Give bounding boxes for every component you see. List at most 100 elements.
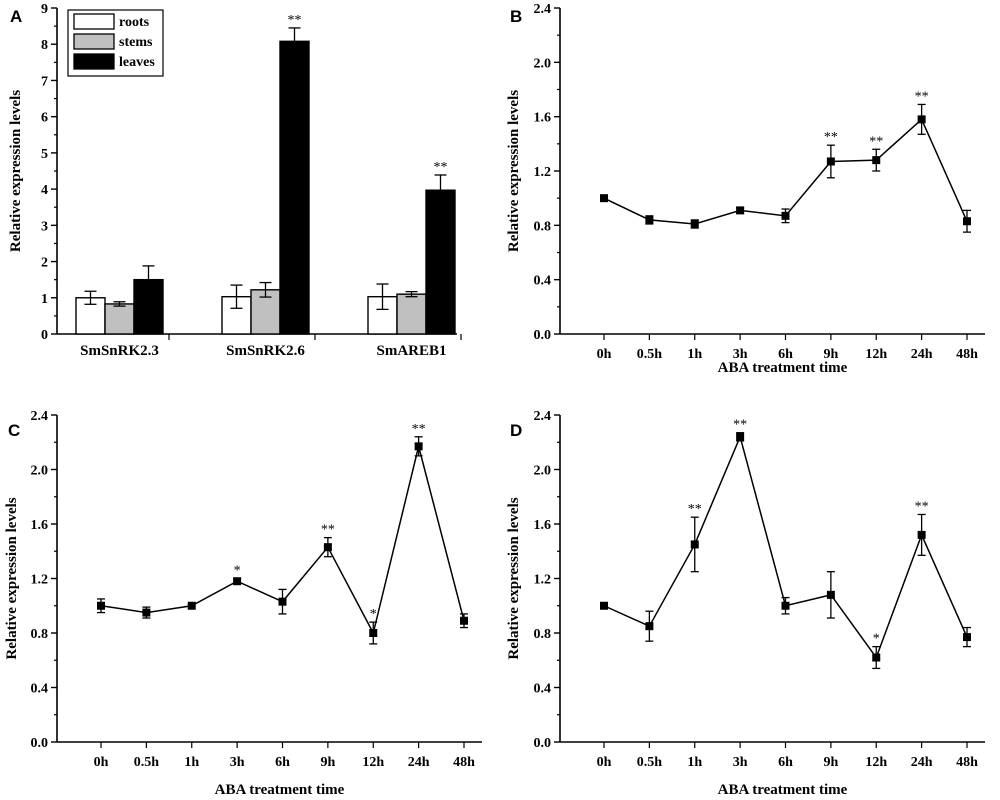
data-point	[826, 157, 835, 166]
data-point	[460, 616, 468, 625]
y-tick-label: 0.8	[534, 219, 552, 234]
x-tick-label: 12h	[362, 755, 384, 770]
x-tick-label: 6h	[778, 755, 793, 770]
y-tick-label: 1.6	[534, 111, 552, 126]
x-tick-label: 24h	[408, 755, 430, 770]
panel-d: 0.0 0.4 0.8 1.2 1.6 2.0 2.4 Relative expression…	[506, 409, 985, 798]
y-tick-label: 0.0	[534, 328, 552, 343]
y-tick-label: 2.4	[534, 2, 552, 17]
legend-label-leaves: leaves	[119, 55, 155, 70]
bar-stems	[396, 293, 427, 335]
y-tick-label: 1.2	[31, 573, 49, 588]
y-tick-label: 8	[41, 38, 48, 53]
data-point	[872, 653, 881, 662]
x-tick-label: 0.5h	[637, 755, 663, 770]
y-tick-label: 0.8	[534, 627, 552, 642]
data-point	[917, 115, 926, 124]
x-tick-label: 12h	[865, 755, 887, 770]
data-point	[736, 432, 745, 441]
significance-mark: **	[688, 502, 702, 517]
x-tick-label: 1h	[687, 347, 702, 362]
x-axis-title: ABA treatment time	[718, 360, 848, 376]
y-tick-label: 2.0	[534, 56, 552, 71]
data-point	[600, 194, 608, 203]
significance-mark: **	[412, 422, 426, 437]
legend-swatch-roots	[73, 13, 115, 30]
data-point	[142, 608, 151, 617]
panel-letter: A	[10, 7, 22, 26]
x-tick-label: 48h	[453, 755, 475, 770]
x-tick-label: 0h	[94, 755, 109, 770]
panel-letter: C	[8, 421, 20, 440]
data-point	[917, 530, 926, 539]
x-tick-label: 6h	[778, 347, 793, 362]
y-tick-label: 0.4	[534, 682, 552, 697]
data-point	[781, 601, 790, 610]
data-point	[278, 597, 287, 606]
x-category-label: SmSnRK2.3	[80, 343, 159, 359]
x-tick-label: 48h	[956, 347, 978, 362]
y-tick-label: 1	[41, 292, 48, 307]
bar-stems	[104, 303, 135, 335]
data-point	[323, 543, 332, 552]
x-tick-label: 1h	[184, 755, 199, 770]
x-tick-label: 3h	[733, 347, 748, 362]
data-point	[645, 215, 654, 224]
data-point	[690, 219, 699, 228]
significance-mark: **	[434, 160, 448, 175]
y-tick-label: 0.4	[534, 274, 552, 289]
series-line	[603, 434, 968, 660]
x-tick-label: 9h	[823, 347, 838, 362]
x-tick-label: 24h	[911, 755, 933, 770]
y-tick-label: 2.0	[534, 464, 552, 479]
data-point	[963, 633, 971, 642]
x-tick-label: 0.5h	[134, 755, 160, 770]
y-tick-label: 1.2	[534, 573, 552, 588]
data-point	[736, 206, 745, 215]
significance-mark: **	[321, 523, 335, 538]
x-tick-label: 6h	[275, 755, 290, 770]
bar-leaves	[425, 189, 456, 335]
y-tick-label: 1.2	[534, 165, 552, 180]
panel-a: 0 1 2 3 4 5 6 7 8 9 Relative expression levels A ** *…	[8, 2, 462, 359]
y-axis-title: Relative expression levels	[8, 90, 24, 252]
legend: roots stems leaves	[67, 9, 164, 77]
x-tick-label: 0h	[597, 347, 612, 362]
data-point	[645, 622, 654, 631]
y-tick-label: 5	[41, 147, 48, 162]
y-tick-label: 4	[41, 183, 48, 198]
y-axis-title: Relative expression levels	[506, 497, 522, 659]
data-point	[233, 577, 242, 586]
series-line	[603, 118, 968, 225]
data-point	[600, 601, 608, 610]
x-tick-label: 9h	[823, 755, 838, 770]
y-axis-title: Relative expression levels	[4, 497, 20, 659]
significance-mark: **	[733, 418, 747, 433]
x-axis-title: ABA treatment time	[718, 782, 848, 798]
data-point	[781, 211, 790, 220]
x-tick-label: 24h	[911, 347, 933, 362]
significance-mark: *	[873, 632, 880, 647]
y-tick-label: 7	[41, 74, 48, 89]
data-point	[369, 629, 378, 637]
panel-b: 0.0 0.4 0.8 1.2 1.6 2.0 2.4 Relative expression…	[506, 2, 985, 376]
x-tick-label: 12h	[865, 347, 887, 362]
y-tick-label: 6	[41, 111, 48, 126]
data-point	[187, 601, 196, 610]
data-point	[872, 156, 881, 165]
y-tick-label: 1.6	[534, 518, 552, 533]
panel-letter: D	[510, 421, 522, 440]
y-tick-label: 2.4	[534, 409, 552, 424]
data-point	[963, 217, 971, 226]
legend-label-stems: stems	[119, 35, 153, 50]
y-tick-label: 2.4	[31, 409, 49, 424]
significance-mark: *	[234, 564, 241, 579]
panel-letter: B	[510, 7, 522, 26]
panel-c: 0.0 0.4 0.8 1.2 1.6 2.0 2.4 Relative expression…	[4, 409, 482, 798]
y-tick-label: 9	[41, 2, 48, 17]
x-category-label: SmSnRK2.6	[226, 343, 305, 359]
x-tick-label: 1h	[687, 755, 702, 770]
y-tick-label: 3	[41, 219, 48, 234]
significance-mark: **	[869, 134, 883, 149]
